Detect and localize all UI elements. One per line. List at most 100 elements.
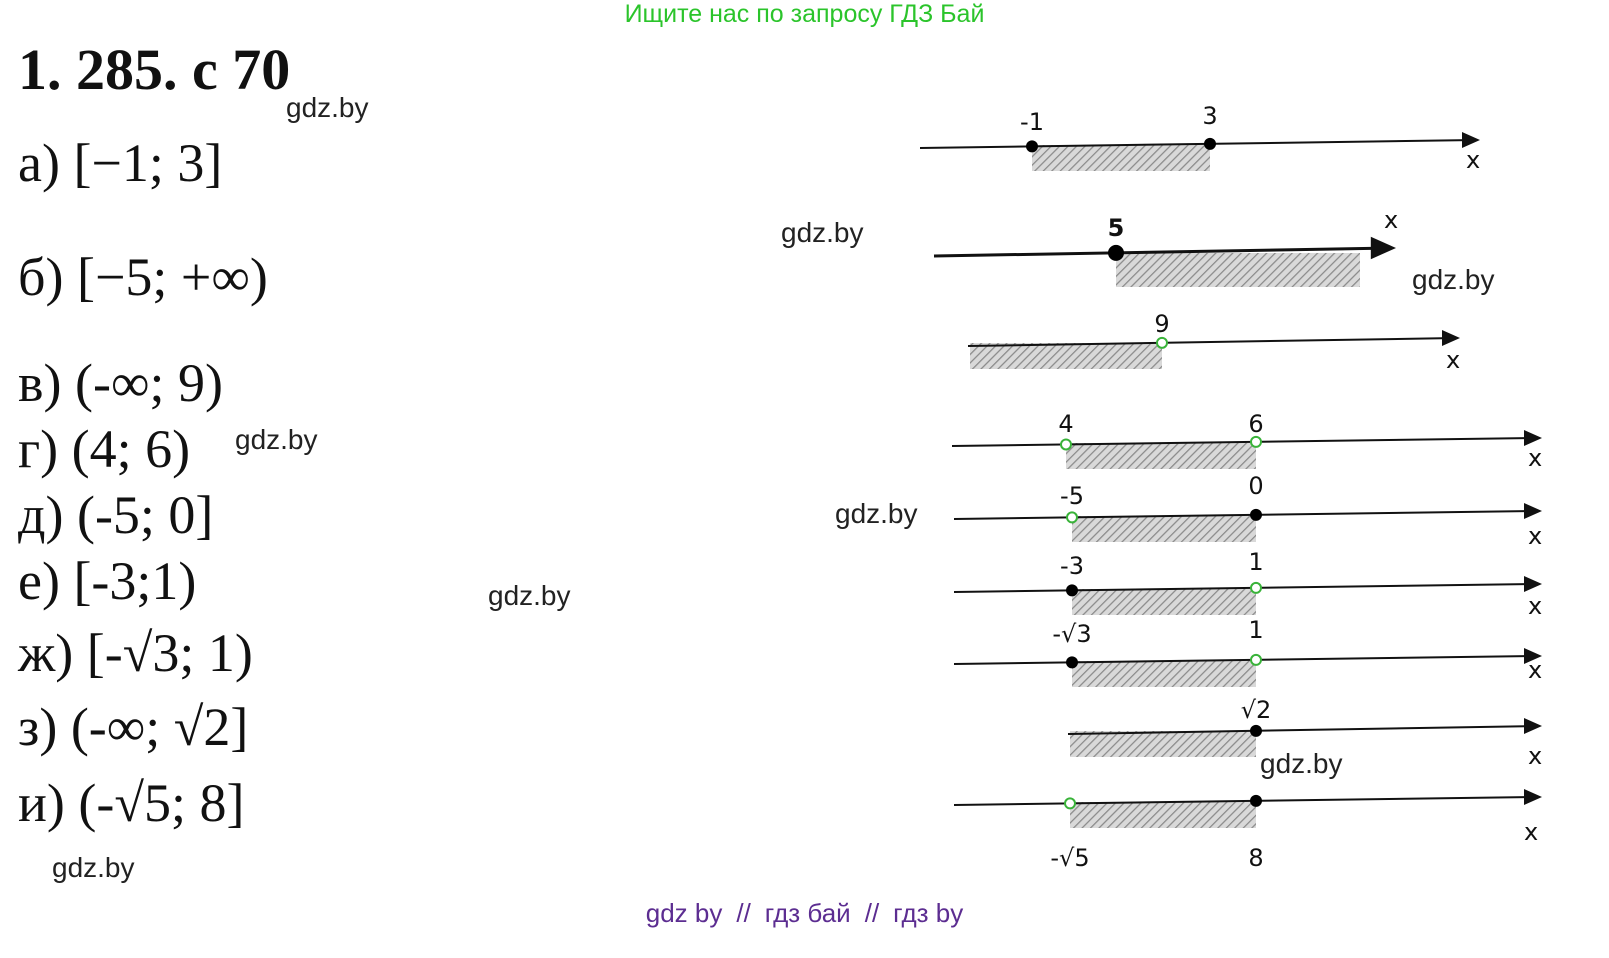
axis-arrow-icon xyxy=(1524,718,1542,734)
answer-letter: б) xyxy=(18,247,64,307)
footer-link-gdz-by-2[interactable]: гдз by xyxy=(893,898,964,928)
shaded-interval xyxy=(1070,802,1256,828)
point-label: -√3 xyxy=(1052,620,1091,648)
footer-separator: // xyxy=(864,898,880,928)
axis-label: x xyxy=(1528,522,1542,550)
number-line-g: x 4 6 xyxy=(951,410,1542,472)
axis-arrow-icon xyxy=(1524,648,1542,664)
answer-interval: (-∞; 9) xyxy=(74,353,223,413)
axis-line xyxy=(953,583,1539,593)
point-label: -1 xyxy=(1020,108,1044,136)
answer-b: б) [−5; +∞) xyxy=(18,246,268,308)
point-label: 0 xyxy=(1248,472,1263,500)
open-point xyxy=(1250,581,1262,594)
axis-arrow-icon xyxy=(1524,576,1542,592)
answer-letter: з) xyxy=(18,697,58,757)
answer-letter: д) xyxy=(18,485,64,545)
closed-point xyxy=(1026,140,1038,153)
open-point xyxy=(1060,438,1072,451)
axis-label: x xyxy=(1524,818,1538,846)
footer-separator: // xyxy=(736,898,751,928)
watermark: gdz.by xyxy=(1260,748,1343,779)
watermark: gdz.by xyxy=(1412,264,1495,295)
answer-i: и) (-√5; 8] xyxy=(18,772,244,834)
watermark: gdz.by xyxy=(235,424,318,455)
point-label: -√5 xyxy=(1050,844,1089,872)
axis-line xyxy=(951,437,1539,447)
closed-point xyxy=(1250,794,1262,807)
number-line-v: x9 xyxy=(967,310,1460,374)
axis-line xyxy=(919,139,1477,149)
answer-interval: (-∞; √2] xyxy=(70,697,249,757)
closed-point xyxy=(1108,244,1124,261)
open-point xyxy=(1250,653,1262,666)
open-point xyxy=(1064,797,1076,810)
axis-arrow-icon xyxy=(1524,789,1542,805)
exercise-heading: 1. 285. с 70 xyxy=(18,37,291,102)
number-line-z: x √2 xyxy=(1067,696,1542,770)
footer-link-gdz-bai[interactable]: гдз бай xyxy=(764,898,851,928)
watermark: gdz.by xyxy=(835,498,918,529)
footer-links: gdz by // гдз бай // гдз by xyxy=(0,898,1609,929)
axis-line xyxy=(967,337,1457,347)
answer-interval: [−1; 3] xyxy=(73,133,223,193)
answer-letter: а) xyxy=(18,133,60,193)
watermark: gdz.by xyxy=(286,92,369,123)
axis-arrow-icon xyxy=(1524,430,1542,446)
answer-v: в) (-∞; 9) xyxy=(18,352,223,414)
axis-arrow-icon xyxy=(1370,236,1396,260)
axis-label: x xyxy=(1528,656,1542,684)
axis-arrow-icon xyxy=(1462,132,1480,148)
axis-line xyxy=(953,796,1539,806)
answer-e: е) [-3;1) xyxy=(18,550,196,612)
answer-letter: г) xyxy=(18,419,59,479)
answer-letter: в) xyxy=(18,353,62,413)
axis-line xyxy=(1067,725,1539,735)
point-label: 4 xyxy=(1058,410,1073,438)
axis-arrow-icon xyxy=(1524,503,1542,519)
closed-point xyxy=(1250,508,1262,521)
axis-label: x xyxy=(1528,742,1542,770)
answer-interval: [-3;1) xyxy=(73,551,197,611)
point-label: -5 xyxy=(1060,482,1084,510)
closed-point xyxy=(1066,584,1078,597)
axis-line xyxy=(953,655,1539,665)
footer-link-gdz-by[interactable]: gdz by xyxy=(645,898,723,928)
point-label: -3 xyxy=(1060,552,1084,580)
axis-arrow-icon xyxy=(1442,330,1460,346)
answer-interval: (-√5; 8] xyxy=(78,773,245,833)
number-line-d: x -5 0 xyxy=(953,472,1542,550)
point-label: √2 xyxy=(1241,696,1272,724)
closed-point xyxy=(1204,137,1216,150)
open-point xyxy=(1066,511,1078,524)
shaded-interval xyxy=(1072,516,1256,542)
point-label: 5 xyxy=(1108,214,1125,242)
axis-line xyxy=(953,510,1539,520)
shaded-interval xyxy=(1072,661,1256,687)
axis-line xyxy=(933,246,1393,258)
open-point xyxy=(1250,435,1262,448)
axis-label: x xyxy=(1446,346,1460,374)
number-line-zh: x -√3 1 xyxy=(953,616,1542,687)
axis-label: x xyxy=(1466,146,1480,174)
watermark: gdz.by xyxy=(488,580,571,611)
answer-interval: (4; 6) xyxy=(71,419,191,479)
answer-a: а) [−1; 3] xyxy=(18,132,222,194)
answer-zh: ж) [-√3; 1) xyxy=(18,622,253,684)
answer-interval: [−5; +∞) xyxy=(76,247,268,307)
shaded-interval xyxy=(1066,443,1256,469)
shaded-interval xyxy=(1032,145,1210,171)
answer-letter: и) xyxy=(18,773,65,833)
answer-interval: [-√3; 1) xyxy=(86,623,253,683)
shaded-interval xyxy=(1070,731,1256,757)
closed-point xyxy=(1250,724,1262,737)
watermark: gdz.by xyxy=(781,217,864,248)
open-point xyxy=(1156,336,1168,349)
number-line-b: x5 xyxy=(933,206,1398,287)
point-label: 6 xyxy=(1248,410,1263,438)
shaded-interval xyxy=(1072,589,1256,615)
point-label: 9 xyxy=(1154,310,1169,338)
watermark: gdz.by xyxy=(52,852,135,883)
answer-letter: е) xyxy=(18,551,60,611)
